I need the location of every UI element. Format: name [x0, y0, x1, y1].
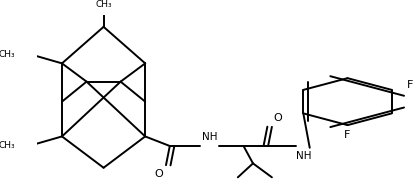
Text: CH₃: CH₃: [95, 0, 112, 9]
Text: CH₃: CH₃: [0, 50, 15, 59]
Text: O: O: [273, 113, 282, 123]
Text: NH: NH: [202, 132, 217, 142]
Text: NH: NH: [296, 151, 312, 162]
Text: O: O: [154, 169, 163, 179]
Text: CH₃: CH₃: [0, 141, 15, 150]
Text: F: F: [407, 80, 413, 90]
Text: F: F: [344, 130, 351, 140]
